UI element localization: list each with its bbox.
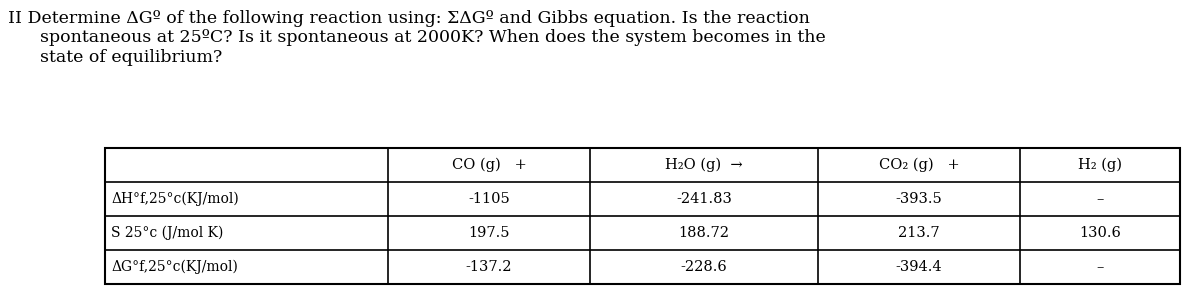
Text: -137.2: -137.2 xyxy=(466,260,512,274)
Text: 197.5: 197.5 xyxy=(468,226,510,240)
Text: 213.7: 213.7 xyxy=(898,226,940,240)
Text: state of equilibrium?: state of equilibrium? xyxy=(40,49,222,66)
Text: ΔG°f,25°c(KJ/mol): ΔG°f,25°c(KJ/mol) xyxy=(112,260,238,274)
Text: CO₂ (g)   +: CO₂ (g) + xyxy=(878,158,959,172)
Text: -241.83: -241.83 xyxy=(676,192,732,206)
Text: CO (g)   +: CO (g) + xyxy=(451,158,527,172)
Text: spontaneous at 25ºC? Is it spontaneous at 2000K? When does the system becomes in: spontaneous at 25ºC? Is it spontaneous a… xyxy=(40,29,826,46)
Text: -393.5: -393.5 xyxy=(895,192,942,206)
Text: S 25°c (J/mol K): S 25°c (J/mol K) xyxy=(112,226,223,240)
Text: –: – xyxy=(1097,260,1104,274)
Text: II Determine ΔGº of the following reaction using: ΣΔGº and Gibbs equation. Is th: II Determine ΔGº of the following reacti… xyxy=(8,10,810,27)
Text: 188.72: 188.72 xyxy=(678,226,730,240)
Text: -228.6: -228.6 xyxy=(680,260,727,274)
Text: H₂O (g)  →: H₂O (g) → xyxy=(665,158,743,172)
Text: -1105: -1105 xyxy=(468,192,510,206)
Text: H₂ (g): H₂ (g) xyxy=(1078,158,1122,172)
Text: 130.6: 130.6 xyxy=(1079,226,1121,240)
Text: –: – xyxy=(1097,192,1104,206)
Text: ΔH°f,25°c(KJ/mol): ΔH°f,25°c(KJ/mol) xyxy=(112,192,239,206)
Text: -394.4: -394.4 xyxy=(895,260,942,274)
Bar xyxy=(106,148,1180,284)
